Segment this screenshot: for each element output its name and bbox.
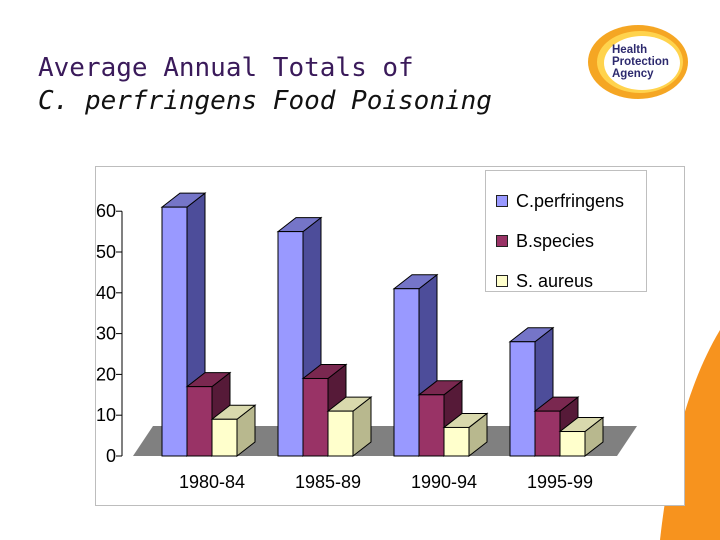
legend-item-b-species: B.species xyxy=(496,221,646,261)
y-axis-tick-label: 30 xyxy=(96,324,116,344)
bar xyxy=(509,341,536,457)
legend-swatch-b-species xyxy=(496,235,508,247)
slide-title-line-1: Average Annual Totals of xyxy=(38,53,414,83)
logo-center xyxy=(604,36,680,90)
bar xyxy=(186,386,213,457)
x-axis-tick-label: 1995-99 xyxy=(527,472,593,492)
bar xyxy=(211,418,238,457)
bar xyxy=(302,377,329,457)
bar xyxy=(327,410,354,457)
legend-label-c-perfringens: C.perfringens xyxy=(516,190,625,211)
chart-legend: C.perfringens B.species S. aureus xyxy=(485,170,647,292)
bar xyxy=(534,410,561,457)
slide-title: Average Annual Totals of C. perfringens … xyxy=(38,52,492,118)
y-axis-tick-label: 40 xyxy=(96,283,116,303)
slide-title-line-2: C. perfringens Food Poisoning xyxy=(38,86,492,116)
logo-text-2: Protection xyxy=(612,56,669,68)
bar xyxy=(277,231,304,457)
logo-text-3: Agency xyxy=(612,68,654,80)
legend-label-s-aureus: S. aureus xyxy=(516,270,594,291)
y-axis-tick-label: 20 xyxy=(96,364,116,384)
logo-text-1: Health xyxy=(612,44,647,56)
legend-swatch-s-aureus xyxy=(496,275,508,287)
x-axis-tick-label: 1985-89 xyxy=(295,472,361,492)
legend-item-s-aureus: S. aureus xyxy=(496,261,646,301)
y-axis-tick-label: 0 xyxy=(106,446,116,466)
legend-swatch-c-perfringens xyxy=(496,195,508,207)
bar-chart: 0 10 20 30 40 50 60 1980-84 1985-89 1990-94 1995-9… xyxy=(96,192,637,492)
bar xyxy=(393,288,420,457)
y-axis-tick-label: 60 xyxy=(96,201,116,221)
bar xyxy=(161,206,188,457)
x-axis-tick-label: 1980-84 xyxy=(179,472,245,492)
y-axis-tick-label: 10 xyxy=(96,405,116,425)
bar xyxy=(443,426,470,457)
y-axis-tick-label: 50 xyxy=(96,242,116,262)
health-protection-agency-logo: Health Protection Agency xyxy=(588,25,688,99)
legend-item-c-perfringens: C.perfringens xyxy=(496,181,646,221)
x-axis-tick-label: 1990-94 xyxy=(411,472,477,492)
bar xyxy=(418,394,445,457)
bar xyxy=(559,431,586,457)
legend-label-b-species: B.species xyxy=(516,230,595,251)
